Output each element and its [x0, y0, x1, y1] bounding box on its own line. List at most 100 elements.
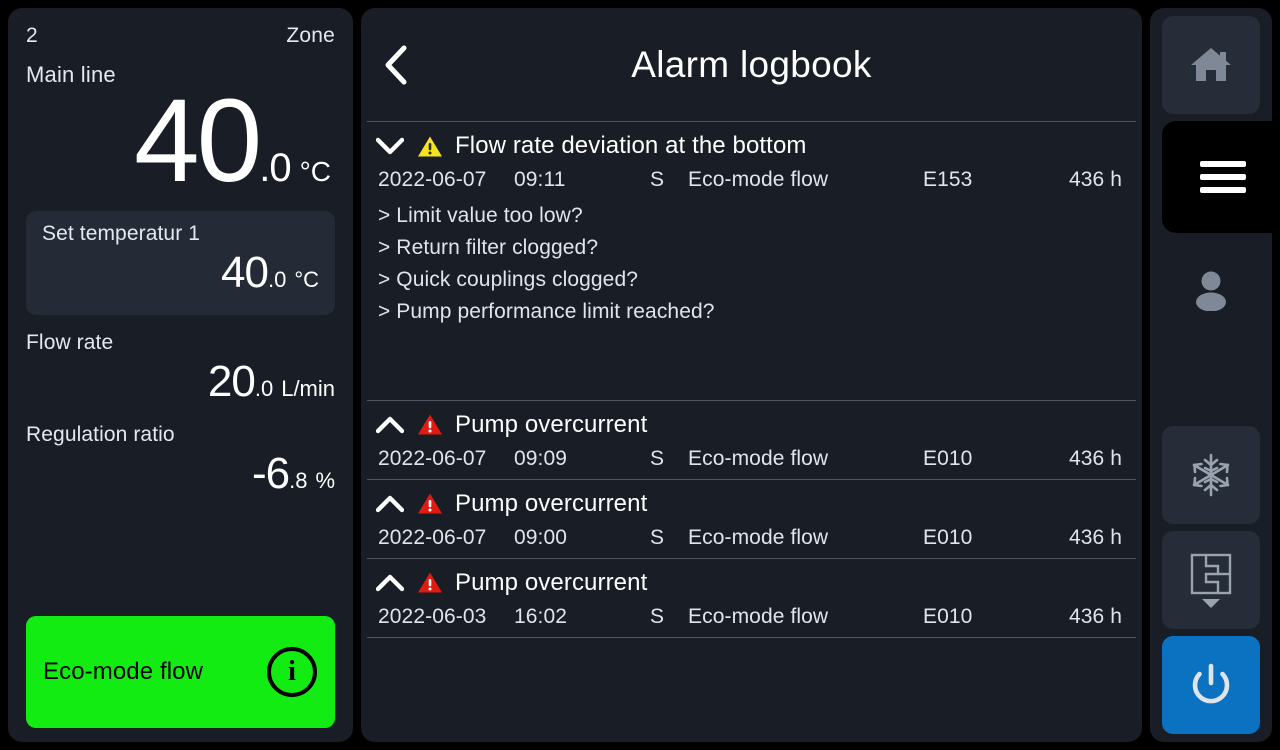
alarm-entry-header[interactable]: Flow rate deviation at the bottom [361, 122, 1142, 164]
alarm-entry-divider [367, 478, 1136, 480]
alarm-mode: Eco-mode flow [688, 525, 829, 549]
setpoint-decimal: .0 [267, 267, 287, 293]
alarm-detail-spacer [361, 338, 1142, 400]
actual-temperature-readout: 40 .0 °C [26, 75, 331, 207]
alarm-detail-row: 2022-06-07 09:11 S Eco-mode flow E153 436 h [361, 164, 1142, 200]
alarm-cause-item[interactable]: > Quick couplings clogged? [378, 267, 639, 291]
nav-user-button[interactable] [1162, 240, 1260, 338]
alarm-mode: Eco-mode flow [688, 604, 829, 628]
alarm-hours: 436 h [1068, 446, 1122, 470]
alarm-hours: 436 h [1068, 525, 1122, 549]
alarm-name: Pump overcurrent [455, 410, 648, 438]
setpoint-field[interactable]: Set temperatur 1 40 .0 °C [26, 211, 335, 316]
alarm-mode: Eco-mode flow [688, 446, 829, 470]
alarm-time: 09:09 [514, 446, 568, 470]
alarm-entry[interactable]: Pump overcurrent 2022-06-07 09:00 S Eco-mode… [361, 480, 1142, 558]
alarm-hours: 436 h [1068, 604, 1122, 628]
alarm-entry[interactable]: Flow rate deviation at the bottom 2022-06… [361, 122, 1142, 400]
alarm-entry-divider [367, 636, 1136, 638]
chevron-down-icon [1201, 598, 1221, 609]
nav-mold-zones-button[interactable] [1162, 531, 1260, 629]
alarm-code: E010 [923, 604, 973, 628]
alarm-code: E010 [923, 525, 973, 549]
zone-number: 2 [26, 24, 38, 47]
zone-label: Zone [286, 24, 335, 47]
user-icon [1189, 267, 1233, 311]
nav-home-button[interactable] [1162, 16, 1260, 114]
alarm-logbook-panel: Alarm logbook Flow rate deviation at the… [361, 8, 1142, 742]
eco-mode-label: Eco-mode flow [43, 658, 204, 685]
regulation-ratio-decimal: .8 [289, 468, 308, 494]
alarm-name: Pump overcurrent [455, 489, 648, 517]
alarm-source: S [650, 604, 665, 628]
snowflake-icon [1188, 452, 1234, 498]
warning-triangle-icon [417, 135, 443, 158]
actual-temperature-unit: °C [299, 156, 331, 187]
alarm-triangle-icon [417, 492, 443, 515]
alarm-hours: 436 h [1068, 168, 1122, 191]
alarm-entry-divider [367, 399, 1136, 401]
alarm-logbook-header: Alarm logbook [361, 8, 1142, 121]
alarm-date: 2022-06-07 [378, 525, 487, 549]
actual-temperature-integer: 40 [133, 75, 262, 207]
alarm-date: 2022-06-07 [378, 446, 487, 470]
chevron-down-icon[interactable] [375, 135, 405, 157]
setpoint-integer: 40 [221, 248, 269, 298]
alarm-detail-row: 2022-06-03 16:02 S Eco-mode flow E010 436 h [361, 601, 1142, 637]
alarm-detail-row: 2022-06-07 09:00 S Eco-mode flow E010 436 h [361, 522, 1142, 558]
actual-temperature-decimal: .0 [259, 146, 291, 190]
alarm-triangle-icon [417, 571, 443, 594]
alarm-source: S [650, 168, 665, 191]
setpoint-unit: °C [294, 267, 319, 293]
regulation-ratio-unit: % [315, 468, 335, 494]
alarm-time: 09:11 [514, 168, 566, 191]
home-icon [1188, 44, 1234, 86]
flow-rate-label: Flow rate [26, 331, 114, 355]
power-icon [1188, 662, 1234, 708]
alarm-source: S [650, 446, 665, 470]
flow-rate-decimal: .0 [254, 376, 274, 402]
chevron-up-icon[interactable] [375, 572, 405, 594]
alarm-cause-item[interactable]: > Limit value too low? [378, 204, 583, 227]
page-title: Alarm logbook [631, 43, 872, 85]
chevron-up-icon[interactable] [375, 493, 405, 515]
alarm-code: E153 [923, 168, 973, 191]
alarm-entry[interactable]: Pump overcurrent 2022-06-03 16:02 S Eco-mode… [361, 559, 1142, 637]
nav-menu-button[interactable] [1162, 121, 1280, 233]
alarm-name: Pump overcurrent [455, 568, 648, 596]
alarm-code: E010 [923, 446, 973, 470]
flow-rate-metric: Flow rate 20 .0 L/min [26, 331, 335, 407]
alarm-date: 2022-06-07 [378, 168, 487, 191]
alarm-source: S [650, 525, 665, 549]
alarm-cause-item[interactable]: > Return filter clogged? [378, 235, 599, 259]
eco-mode-flow-button[interactable]: Eco-mode flow i [26, 616, 335, 728]
regulation-ratio-metric: Regulation ratio -6 .8 % [26, 423, 335, 499]
zone-header: 2 Zone [26, 24, 335, 48]
info-icon[interactable]: i [267, 647, 317, 697]
alarm-cause-item[interactable]: > Pump performance limit reached? [378, 299, 715, 323]
alarm-entry-header[interactable]: Pump overcurrent [361, 559, 1142, 601]
setpoint-label: Set temperatur 1 [42, 222, 201, 246]
setpoint-readout: 40 .0 °C [42, 248, 319, 298]
alarm-time: 09:00 [514, 525, 568, 549]
regulation-ratio-readout: -6 .8 % [26, 449, 335, 499]
alarm-entry-header[interactable]: Pump overcurrent [361, 480, 1142, 522]
alarm-entry-header[interactable]: Pump overcurrent [361, 401, 1142, 443]
alarm-time: 16:02 [514, 604, 568, 628]
regulation-ratio-integer: -6 [251, 449, 290, 499]
flow-rate-integer: 20 [207, 357, 256, 407]
regulation-ratio-label: Regulation ratio [26, 423, 175, 447]
header-divider [367, 121, 1136, 122]
chevron-up-icon[interactable] [375, 414, 405, 436]
navigation-sidebar [1150, 8, 1280, 742]
chevron-left-icon[interactable] [375, 44, 417, 86]
nav-power-button[interactable] [1162, 636, 1260, 734]
alarm-mode: Eco-mode flow [688, 168, 829, 191]
nav-cooling-button[interactable] [1162, 426, 1260, 524]
alarm-detail-row: 2022-06-07 09:09 S Eco-mode flow E010 436 h [361, 443, 1142, 479]
alarm-entry[interactable]: Pump overcurrent 2022-06-07 09:09 S Eco-mode… [361, 401, 1142, 479]
alarm-entry-divider [367, 557, 1136, 559]
alarm-triangle-icon [417, 413, 443, 436]
alarm-entry-list[interactable]: Flow rate deviation at the bottom 2022-06… [361, 122, 1142, 742]
